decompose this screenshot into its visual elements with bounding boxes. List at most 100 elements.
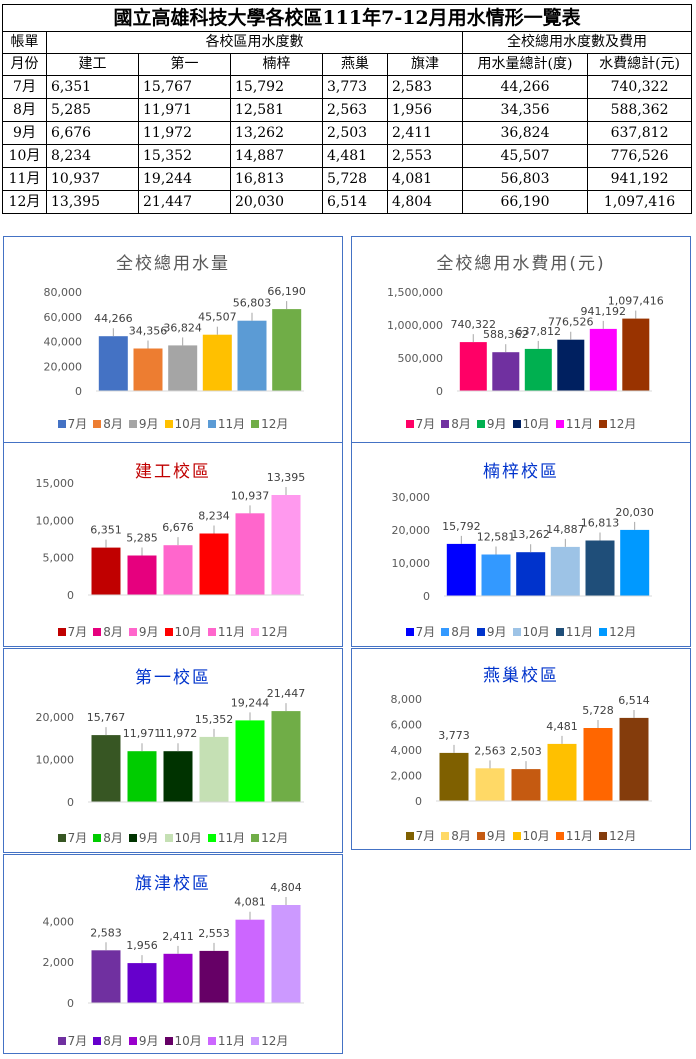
campus-value-cell: 4,481: [322, 144, 388, 168]
data-label: 2,583: [90, 926, 122, 939]
legend-swatch: [207, 833, 216, 842]
legend-swatch: [405, 627, 414, 636]
bar-11月: [235, 919, 265, 1003]
chart-legend: 7月 8月 9月 10月 11月 12月: [4, 1032, 342, 1049]
chart-title: 楠梓校區: [483, 462, 559, 482]
table-row: 12月 13,395 21,447 20,030 6,514 4,804 66,190 1,0…: [2, 190, 693, 214]
legend-label: 10月: [522, 829, 550, 843]
data-label: 2,563: [474, 744, 506, 757]
legend-label: 8月: [451, 625, 471, 639]
data-label: 14,887: [546, 523, 585, 536]
table-title: 國立高雄科技大學各校區111年7-12月用水情形一覽表: [1, 4, 693, 32]
total-usage-cell: 44,266: [462, 75, 588, 99]
y-tick-label: 10,000: [36, 514, 75, 527]
chart-legend: 7月 8月 9月 10月 11月 12月: [352, 623, 690, 640]
legend-item: 9月: [128, 1032, 159, 1049]
legend-swatch: [251, 419, 260, 428]
campus-value-cell: 2,553: [387, 144, 463, 168]
bar-10月: [557, 339, 585, 391]
legend-label: 11月: [565, 417, 594, 431]
legend-label: 10月: [522, 417, 550, 431]
campus-value-cell: 11,971: [138, 98, 231, 122]
campus-value-cell: 3,773: [322, 75, 388, 99]
legend-label: 9月: [486, 417, 507, 431]
y-tick-label: 5,000: [43, 552, 75, 565]
chart-total-usage: 全校總用水量 0 20,000 40,000 60,000 80,000 44,266 34,…: [3, 236, 343, 443]
legend-swatch: [599, 627, 608, 636]
legend-item: 11月: [555, 415, 594, 432]
legend-label: 9月: [138, 1034, 159, 1048]
legend-swatch: [164, 833, 173, 842]
legend-item: 12月: [599, 827, 636, 844]
bar-7月: [91, 547, 121, 595]
y-tick-label: 1,000,000: [387, 319, 443, 332]
legend-label: 11月: [217, 1034, 246, 1048]
header-campus-nanzi: 楠梓: [230, 53, 323, 76]
data-label: 21,447: [267, 687, 306, 700]
legend-swatch: [251, 1036, 260, 1045]
legend-label: 9月: [486, 625, 507, 639]
bar-8月: [492, 352, 520, 391]
legend-label: 7月: [67, 1034, 88, 1048]
bar-8月: [127, 751, 157, 802]
bar-10月: [547, 743, 577, 801]
bar-9月: [516, 552, 546, 596]
y-tick-label: 40,000: [44, 336, 83, 349]
legend-label: 9月: [486, 829, 507, 843]
chart-svg: 0 2,000 4,000 2,583 1,956 2,411 2,553 4,081 4,80…: [43, 881, 304, 1010]
legend-item: 7月: [405, 415, 435, 432]
total-usage-cell: 45,507: [462, 144, 588, 168]
legend-swatch: [476, 627, 485, 636]
table-row: 9月 6,676 11,972 13,262 2,503 2,411 36,824 637,8…: [2, 121, 693, 145]
legend-item: 8月: [93, 623, 123, 640]
y-tick-label: 1,500,000: [387, 286, 443, 299]
chart-legend: 7月 8月 9月 10月 11月 12月: [4, 415, 342, 432]
bar-12月: [620, 529, 650, 596]
bar-10月: [199, 533, 229, 595]
legend-item: 8月: [93, 1032, 123, 1049]
data-label: 2,503: [510, 745, 542, 758]
data-label: 8,234: [198, 510, 230, 523]
legend-item: 12月: [599, 623, 636, 640]
total-fee-cell: 740,322: [586, 75, 693, 99]
data-label: 6,351: [90, 524, 122, 537]
bar-11月: [583, 728, 613, 801]
legend-swatch: [251, 833, 260, 842]
legend-item: 11月: [555, 827, 593, 844]
table-row: 10月 8,234 15,352 14,887 4,481 2,553 45,507 776,…: [2, 144, 693, 168]
total-usage-cell: 56,803: [462, 167, 588, 191]
campus-value-cell: 2,411: [387, 121, 463, 145]
data-label: 36,824: [163, 321, 202, 334]
data-label: 1,097,416: [608, 295, 664, 308]
chart-svg: 0 20,000 40,000 60,000 80,000 44,26634,35636,…: [44, 285, 306, 398]
legend-swatch: [128, 833, 137, 842]
data-label: 6,514: [618, 694, 650, 707]
data-label: 5,285: [126, 532, 158, 545]
campus-value-cell: 14,887: [230, 144, 323, 168]
campus-value-cell: 16,813: [230, 167, 323, 191]
chart-svg: 0 500,000 1,000,000 1,500,000 740,322588,362…: [387, 286, 664, 398]
bar-11月: [237, 320, 267, 391]
data-label: 45,507: [198, 311, 237, 324]
legend-label: 12月: [261, 831, 289, 845]
campus-value-cell: 2,583: [387, 75, 463, 99]
bar-11月: [235, 720, 265, 802]
data-label: 66,190: [267, 285, 306, 298]
bar-7月: [98, 336, 128, 391]
legend-label: 12月: [261, 625, 289, 639]
bar-8月: [481, 554, 511, 596]
chart-legend: 7月 8月 9月 10月 11月 12月: [352, 827, 690, 844]
header-month: 月份: [2, 53, 47, 76]
y-tick-label: 4,000: [43, 915, 75, 928]
legend-item: 10月: [164, 1032, 202, 1049]
legend-item: 9月: [128, 829, 159, 846]
legend-item: 12月: [251, 623, 288, 640]
chart-cijin: 旗津校區 0 2,000 4,000 2,583 1,956 2,411 2,553 4,081…: [3, 854, 343, 1054]
legend-item: 10月: [164, 623, 202, 640]
legend-item: 8月: [441, 623, 471, 640]
legend-label: 7月: [415, 829, 436, 843]
legend-swatch: [128, 1036, 137, 1045]
y-tick-label: 0: [67, 796, 74, 809]
legend-item: 10月: [512, 415, 550, 432]
bar-9月: [163, 953, 193, 1003]
